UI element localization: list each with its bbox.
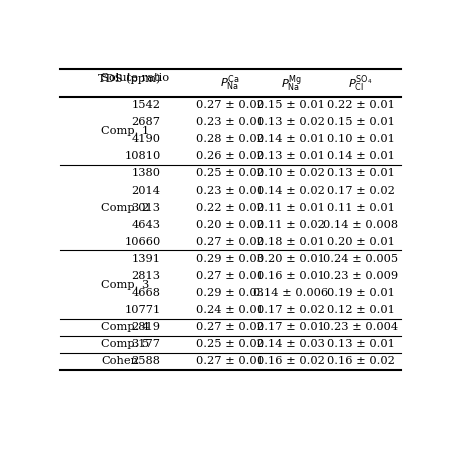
Text: 4190: 4190: [132, 135, 160, 144]
Text: 0.18 ± 0.01: 0.18 ± 0.01: [257, 237, 325, 247]
Text: 2014: 2014: [132, 185, 160, 195]
Text: Comp. 4: Comp. 4: [101, 322, 150, 332]
Text: $P_{\mathrm{Na}}^{\mathrm{Mg}}$: $P_{\mathrm{Na}}^{\mathrm{Mg}}$: [281, 73, 301, 94]
Text: 0.16 ± 0.02: 0.16 ± 0.02: [327, 356, 395, 366]
Text: 1542: 1542: [132, 100, 160, 110]
Text: 1391: 1391: [132, 254, 160, 264]
Text: 0.14 ± 0.01: 0.14 ± 0.01: [257, 135, 325, 144]
Text: 0.23 ± 0.01: 0.23 ± 0.01: [196, 185, 264, 195]
Text: 0.16 ± 0.02: 0.16 ± 0.02: [257, 356, 325, 366]
Text: 0.13 ± 0.01: 0.13 ± 0.01: [257, 152, 325, 161]
Text: 0.14 ± 0.006: 0.14 ± 0.006: [253, 288, 329, 298]
Text: 0.12 ± 0.01: 0.12 ± 0.01: [327, 305, 395, 315]
Text: 0.27 ± 0.02: 0.27 ± 0.02: [196, 100, 264, 110]
Text: 0.28 ± 0.02: 0.28 ± 0.02: [196, 135, 264, 144]
Text: 0.13 ± 0.01: 0.13 ± 0.01: [327, 169, 395, 178]
Text: 2819: 2819: [132, 322, 160, 332]
Text: 10771: 10771: [124, 305, 160, 315]
Text: 0.25 ± 0.02: 0.25 ± 0.02: [196, 169, 264, 178]
Text: 0.10 ± 0.02: 0.10 ± 0.02: [257, 169, 325, 178]
Text: 0.25 ± 0.02: 0.25 ± 0.02: [196, 339, 264, 349]
Text: Comp. 1: Comp. 1: [101, 126, 150, 136]
Text: 0.23 ± 0.01: 0.23 ± 0.01: [196, 117, 264, 127]
Text: Comp. 5: Comp. 5: [101, 339, 150, 349]
Text: 0.11 ± 0.02: 0.11 ± 0.02: [257, 220, 325, 230]
Text: 0.10 ± 0.01: 0.10 ± 0.01: [327, 135, 395, 144]
Text: 0.29 ± 0.03: 0.29 ± 0.03: [196, 288, 264, 298]
Text: 0.16 ± 0.01: 0.16 ± 0.01: [257, 271, 325, 281]
Text: 2588: 2588: [132, 356, 160, 366]
Text: 0.17 ± 0.02: 0.17 ± 0.02: [257, 305, 325, 315]
Text: 3013: 3013: [132, 202, 160, 213]
Text: 0.17 ± 0.01: 0.17 ± 0.01: [257, 322, 325, 332]
Text: 0.15 ± 0.01: 0.15 ± 0.01: [257, 100, 325, 110]
Text: Cohen: Cohen: [101, 356, 138, 366]
Text: 0.20 ± 0.01: 0.20 ± 0.01: [257, 254, 325, 264]
Text: 0.27 ± 0.01: 0.27 ± 0.01: [196, 356, 264, 366]
Text: $P_{\mathrm{Cl}}^{\mathrm{SO_4}}$: $P_{\mathrm{Cl}}^{\mathrm{SO_4}}$: [348, 73, 373, 93]
Text: 0.27 ± 0.02: 0.27 ± 0.02: [196, 237, 264, 247]
Text: 0.20 ± 0.01: 0.20 ± 0.01: [327, 237, 395, 247]
Text: Comp. 2: Comp. 2: [101, 202, 150, 213]
Text: 1380: 1380: [132, 169, 160, 178]
Text: 0.24 ± 0.01: 0.24 ± 0.01: [196, 305, 264, 315]
Text: 0.29 ± 0.03: 0.29 ± 0.03: [196, 254, 264, 264]
Text: 0.22 ± 0.02: 0.22 ± 0.02: [196, 202, 264, 213]
Text: 0.27 ± 0.01: 0.27 ± 0.01: [196, 271, 264, 281]
Text: TDS (ppm): TDS (ppm): [98, 73, 160, 84]
Text: 0.23 ± 0.009: 0.23 ± 0.009: [323, 271, 398, 281]
Text: 0.11 ± 0.01: 0.11 ± 0.01: [257, 202, 325, 213]
Text: 4668: 4668: [132, 288, 160, 298]
Text: 0.26 ± 0.02: 0.26 ± 0.02: [196, 152, 264, 161]
Text: 0.24 ± 0.005: 0.24 ± 0.005: [323, 254, 398, 264]
Text: 4643: 4643: [132, 220, 160, 230]
Text: 10660: 10660: [124, 237, 160, 247]
Text: 0.11 ± 0.01: 0.11 ± 0.01: [327, 202, 395, 213]
Text: 0.20 ± 0.02: 0.20 ± 0.02: [196, 220, 264, 230]
Text: 2687: 2687: [132, 117, 160, 127]
Text: 10810: 10810: [124, 152, 160, 161]
Text: 0.22 ± 0.01: 0.22 ± 0.01: [327, 100, 395, 110]
Text: 0.14 ± 0.008: 0.14 ± 0.008: [323, 220, 398, 230]
Text: 0.13 ± 0.02: 0.13 ± 0.02: [257, 117, 325, 127]
Text: 0.14 ± 0.01: 0.14 ± 0.01: [327, 152, 395, 161]
Text: Solute ratio: Solute ratio: [101, 73, 169, 83]
Text: 0.27 ± 0.02: 0.27 ± 0.02: [196, 322, 264, 332]
Text: 0.17 ± 0.02: 0.17 ± 0.02: [327, 185, 395, 195]
Text: 3177: 3177: [132, 339, 160, 349]
Text: 2813: 2813: [132, 271, 160, 281]
Text: 0.23 ± 0.004: 0.23 ± 0.004: [323, 322, 398, 332]
Text: $P_{\mathrm{Na}}^{\mathrm{Ca}}$: $P_{\mathrm{Na}}^{\mathrm{Ca}}$: [220, 73, 240, 93]
Text: Comp. 3: Comp. 3: [101, 279, 150, 289]
Text: 0.15 ± 0.01: 0.15 ± 0.01: [327, 117, 395, 127]
Text: 0.14 ± 0.03: 0.14 ± 0.03: [257, 339, 325, 349]
Text: 0.19 ± 0.01: 0.19 ± 0.01: [327, 288, 395, 298]
Text: 0.13 ± 0.01: 0.13 ± 0.01: [327, 339, 395, 349]
Text: 0.14 ± 0.02: 0.14 ± 0.02: [257, 185, 325, 195]
